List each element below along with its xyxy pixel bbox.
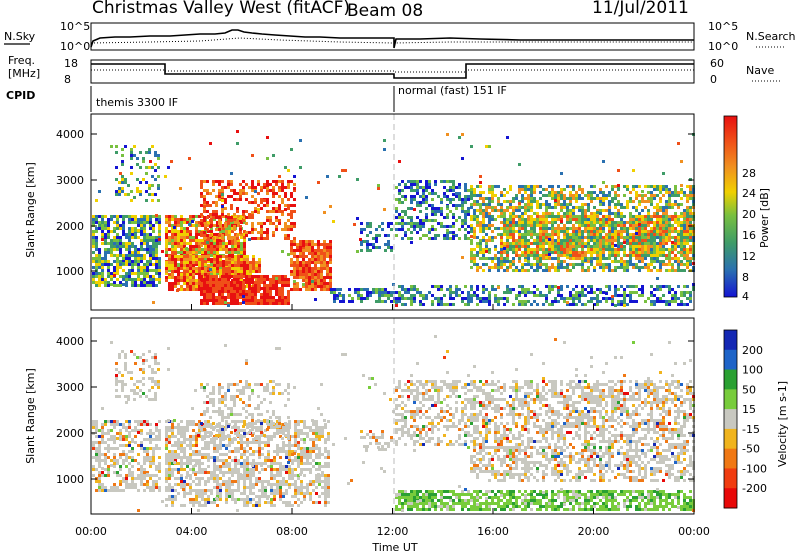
nave-tick-bottom: 0 — [710, 73, 717, 86]
velocity-cb-block — [724, 468, 737, 488]
velocity-cb-tick: 100 — [742, 364, 763, 377]
power-ytick-4000: 4000 — [56, 128, 84, 141]
freq-unit-label: [MHz] — [8, 67, 40, 80]
freq-tick-top: 18 — [64, 57, 78, 70]
velocity-cb-block — [724, 449, 737, 469]
date-title: 11/Jul/2011 — [592, 0, 689, 18]
power-ylabel: Slant Range [km] — [24, 162, 37, 258]
velocity-cb-block — [724, 429, 737, 449]
velocity-ytick-1000: 1000 — [56, 473, 84, 486]
power-ytick-2000: 2000 — [56, 220, 84, 233]
station-title: Christmas Valley West (fitACF) — [92, 0, 350, 18]
velocity-cb-block — [724, 389, 737, 409]
nsky-tick-top: 10^5 — [60, 20, 90, 33]
sky-noise-panel: N.Sky 10^5 10^0 10^5 10^0 N.Search — [4, 20, 796, 53]
velocity-cb-tick: -15 — [742, 423, 760, 436]
velocity-cb-block — [724, 370, 737, 390]
power-colorbar-label: Power [dB] — [758, 188, 771, 248]
velocity-cb-block — [724, 330, 737, 350]
velocity-panel: 4000 3000 2000 1000 Slant Range [km] — [24, 318, 695, 514]
velocity-cb-tick: 50 — [742, 383, 756, 396]
power-cb-tick-28: 28 — [742, 167, 756, 180]
nave-line — [91, 70, 694, 72]
nsky-tick-bottom: 10^0 — [60, 40, 90, 53]
cpid-label: CPID — [6, 89, 35, 102]
x-tick-label: 00:00 — [75, 525, 107, 538]
velocity-cb-tick: -200 — [742, 482, 767, 495]
power-cb-tick-8: 8 — [742, 271, 749, 284]
power-panel: 4000 3000 2000 1000 Slant Range [km] — [24, 114, 695, 310]
nsearch-tick-bottom: 10^0 — [708, 40, 738, 53]
freq-tick-bottom: 8 — [64, 73, 71, 86]
power-cb-tick-20: 20 — [742, 208, 756, 221]
beam-title: Beam 08 — [347, 1, 423, 21]
nsky-label: N.Sky — [4, 30, 36, 43]
nsky-line — [91, 30, 694, 48]
x-tick-label: 12:00 — [377, 525, 409, 538]
cpid-segment-1: themis 3300 IF — [96, 96, 178, 109]
velocity-cb-block — [724, 409, 737, 429]
nave-label: Nave — [746, 64, 774, 77]
power-cb-tick-4: 4 — [742, 290, 749, 303]
x-tick-label: 04:00 — [176, 525, 208, 538]
nsearch-label: N.Search — [746, 30, 796, 43]
power-cb-tick-24: 24 — [742, 187, 756, 200]
x-axis-title: Time UT — [371, 541, 417, 554]
power-ytick-3000: 3000 — [56, 174, 84, 187]
velocity-cb-tick: -50 — [742, 443, 760, 456]
freq-line — [91, 64, 694, 78]
x-tick-label: 16:00 — [477, 525, 509, 538]
cpid-segment-2: normal (fast) 151 IF — [398, 84, 507, 97]
power-ytick-1000: 1000 — [56, 265, 84, 278]
x-tick-label: 08:00 — [276, 525, 308, 538]
velocity-ytick-3000: 3000 — [56, 381, 84, 394]
freq-panel: Freq. [MHz] 18 8 60 0 Nave — [8, 54, 782, 86]
velocity-ytick-2000: 2000 — [56, 427, 84, 440]
cpid-panel: CPID themis 3300 IF normal (fast) 151 IF — [6, 84, 507, 112]
velocity-cb-block — [724, 488, 737, 508]
nave-tick-top: 60 — [710, 57, 724, 70]
nsearch-tick-top: 10^5 — [708, 20, 738, 33]
velocity-cb-blocks — [724, 330, 737, 509]
power-cb-tick-12: 12 — [742, 250, 756, 263]
velocity-cb-tick: -100 — [742, 462, 767, 475]
velocity-cb-tick: 200 — [742, 344, 763, 357]
freq-label: Freq. — [8, 54, 35, 67]
velocity-cb-block — [724, 350, 737, 370]
power-cb-tick-16: 16 — [742, 229, 756, 242]
power-colorbar: 28 24 20 16 12 8 4 Power [dB] — [724, 116, 771, 303]
velocity-cb-tick: 15 — [742, 403, 756, 416]
velocity-ylabel: Slant Range [km] — [24, 368, 37, 464]
velocity-colorbar-label: Velocity [m s-1] — [776, 381, 789, 467]
x-tick-label: 00:00 — [678, 525, 710, 538]
x-tick-label: 20:00 — [578, 525, 610, 538]
velocity-ytick-4000: 4000 — [56, 335, 84, 348]
velocity-colorbar: 200 100 50 15 -15 -50 -100 -200 Velocity [m s-1… — [724, 330, 789, 509]
